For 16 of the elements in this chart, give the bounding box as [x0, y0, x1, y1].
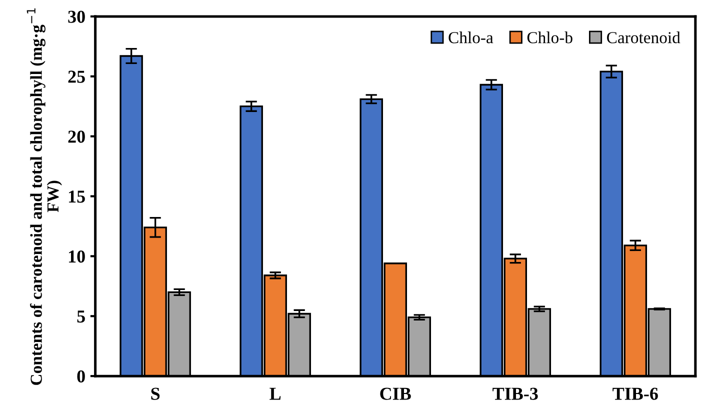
y-tick-label: 5 [77, 310, 85, 323]
x-tick-label: S [151, 388, 160, 400]
y-tick-label: 15 [68, 190, 85, 203]
legend-label: Carotenoid [607, 32, 680, 44]
y-tick-label: 25 [68, 70, 85, 83]
y-tick-label: 20 [68, 130, 85, 143]
legend-label: Chlo-b [527, 32, 572, 44]
x-tick-label: TIB-6 [612, 388, 658, 400]
x-tick-label: TIB-3 [492, 388, 538, 400]
y-tick-label: 0 [77, 370, 85, 383]
legend-label: Chlo-a [448, 32, 494, 44]
x-tick-label: L [270, 388, 281, 400]
text: Contents of carotenoid and total chlorophyll (mg·g$^{−1}$ FW) [26, 8, 62, 385]
y-tick-label: 10 [68, 250, 85, 263]
y-tick-label: 30 [68, 10, 85, 23]
x-tick-label: CIB [380, 388, 411, 400]
